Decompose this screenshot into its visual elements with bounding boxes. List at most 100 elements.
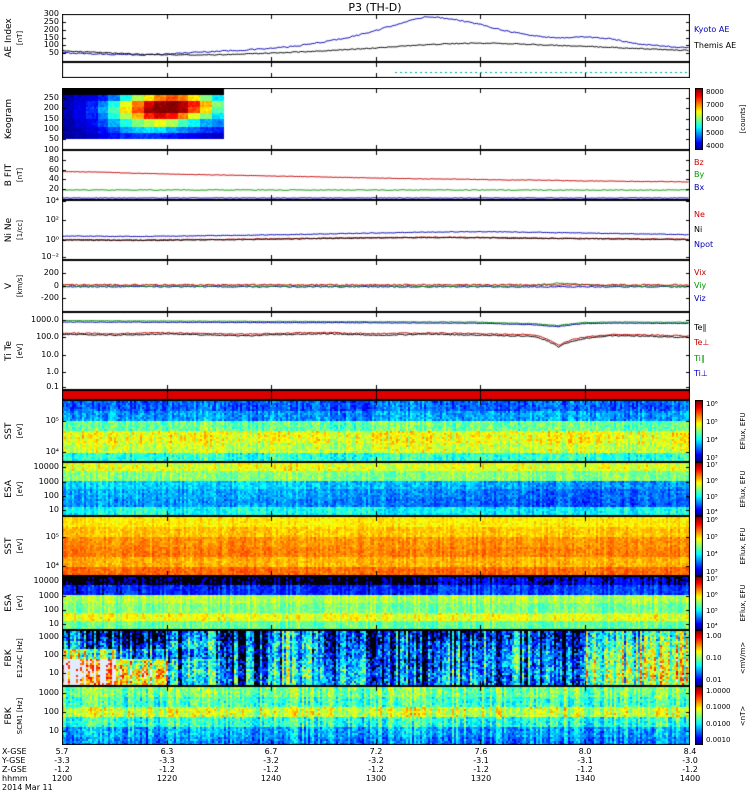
fbk-e12ac-ytick-label: 100	[43, 650, 59, 659]
axis-value: -1.2	[263, 765, 279, 774]
fbk-scm1-colorbar-tick: 0.0100	[706, 720, 731, 728]
esa-electrons-ytick-label: 1000	[38, 591, 59, 600]
fbk-scm1-colorbar	[695, 686, 703, 745]
panel-keogram: Keogram 250 200 150 100 50 8000 7000 6000 5000 400…	[0, 88, 750, 150]
fbk-scm1-ytick-label: 100	[43, 707, 59, 716]
ae-index-ytick-label: 300	[43, 9, 59, 18]
page-title: P3 (TH-D)	[348, 1, 402, 14]
velocity-ytick-label: 200	[43, 268, 59, 277]
temperature-trace-label: Te⊥	[694, 338, 710, 347]
temperature-axis-label: Ti Te	[4, 340, 14, 362]
esa-electrons-plot-canvas	[62, 576, 690, 630]
fbk-scm1-colorbar-tick: 1.0000	[706, 687, 731, 695]
fbk-scm1-colorbar-tick: 0.1000	[706, 703, 731, 711]
axis-value: 7.6	[474, 747, 488, 756]
axis-value: 8.4	[683, 747, 697, 756]
axis-value: 1200	[51, 774, 73, 783]
sst-electrons-axis-unit: [eV]	[16, 538, 24, 554]
axis-value: -1.2	[54, 765, 70, 774]
density-ytick-label: 10⁰	[45, 235, 59, 244]
sst-electrons-colorbar	[695, 516, 703, 576]
fbk-scm1-ytick-label: 10	[48, 726, 59, 735]
keogram-colorbar	[695, 88, 703, 150]
panel-velocity: V [km/s] 200 0 -200 Vix Viy Viz	[0, 260, 750, 312]
keogram-colorbar-tick: 4000	[706, 142, 724, 150]
b-fit-axis-unit: [nT]	[16, 167, 24, 183]
keogram-colorbar-tick: 7000	[706, 101, 724, 109]
esa-ions-colorbar-tick: 10⁴	[706, 508, 718, 516]
ae-index-trace-label: Kyoto AE	[694, 25, 730, 34]
esa-electrons-ytick-label: 10000	[33, 576, 59, 585]
esa-electrons-colorbar-unit: EFlux, EFU	[739, 584, 747, 622]
axis-value: 6.3	[160, 747, 174, 756]
fbk-scm1-colorbar-unit: <nT>	[739, 705, 747, 726]
fbk-e12ac-ytick-label: 1000	[38, 632, 59, 641]
fbk-e12ac-colorbar-tick: 0.01	[706, 676, 722, 684]
fbk-e12ac-axis-label: FBK	[4, 649, 14, 667]
density-ytick-label: 10⁻²	[41, 252, 59, 261]
density-trace-label: Ne	[694, 210, 705, 219]
sst-ions-colorbar-tick: 10⁶	[706, 400, 718, 408]
b-fit-ytick-label: 80	[48, 155, 59, 164]
fbk-scm1-ytick-label: 1000	[38, 688, 59, 697]
date-label: 2014 Mar 11	[2, 783, 53, 792]
sst-ions-ytick-label: 10⁴	[45, 447, 59, 456]
sst-electrons-colorbar-tick: 10⁵	[706, 533, 718, 541]
panel-density: Ni Ne [1/cc] 10⁴ 10² 10⁰ 10⁻² Ne Ni Npot	[0, 197, 750, 261]
esa-ions-colorbar	[695, 462, 703, 516]
axis-value: -3.1	[577, 756, 593, 765]
sst-electrons-colorbar-unit: EFlux, EFU	[739, 527, 747, 565]
sst-ions-colorbar-tick: 10⁵	[706, 418, 718, 426]
axis-value: -3.2	[263, 756, 279, 765]
axis-value: 1320	[470, 774, 492, 783]
axis-row-label-z-gse: Z-GSE	[2, 765, 27, 774]
velocity-plot-canvas	[62, 260, 690, 312]
ae-index-ytick-label: 250	[43, 17, 59, 26]
sst-ions-axis-label: SST	[4, 422, 14, 440]
velocity-ytick-label: -200	[40, 293, 59, 302]
sst-electrons-plot-canvas	[62, 516, 690, 576]
fbk-scm1-axis-unit: SCM1 [Hz]	[16, 697, 24, 734]
keogram-plot-canvas	[62, 88, 690, 150]
panel-fbk-e12ac: FBK E12AC [Hz] 1000 100 10 1.00 0.10 0.01 <mV/m>	[0, 630, 750, 686]
esa-ions-ytick-label: 10	[48, 505, 59, 514]
quality-bar-plot-canvas	[62, 390, 690, 400]
esa-electrons-colorbar-tick: 10⁷	[706, 575, 718, 583]
sst-electrons-ytick-label: 10⁴	[45, 561, 59, 570]
velocity-axis-label: V	[4, 282, 14, 290]
esa-ions-colorbar-tick: 10⁶	[706, 477, 718, 485]
panel-ae-index: AE Index [nT] 300 250 200 150 100 50 Kyoto AE The…	[0, 10, 750, 62]
panel-esa-electrons: ESA [eV] 10000 1000 100 10 10⁷ 10⁶ 10⁵ 10⁴ EFlux, …	[0, 576, 750, 630]
esa-ions-ytick-label: 100	[43, 491, 59, 500]
b-fit-plot-canvas	[62, 150, 690, 200]
fbk-e12ac-colorbar	[695, 630, 703, 686]
density-ytick-label: 10²	[45, 215, 59, 224]
axis-value: -3.2	[368, 756, 384, 765]
axis-value: 1300	[365, 774, 387, 783]
fbk-e12ac-ytick-label: 10	[48, 668, 59, 677]
ae-index-trace-label: Themis AE	[694, 41, 737, 50]
esa-ions-colorbar-tick: 10⁵	[706, 493, 718, 501]
temperature-ytick-label: 1000.0	[31, 315, 59, 324]
axis-value: 6.7	[264, 747, 278, 756]
temperature-trace-label: Te∥	[694, 323, 707, 332]
fbk-e12ac-colorbar-tick: 1.00	[706, 632, 722, 640]
axis-value: -1.2	[159, 765, 175, 774]
axis-value: 1400	[679, 774, 701, 783]
sst-electrons-ytick-label: 10⁵	[45, 532, 59, 541]
axis-value: -3.3	[54, 756, 70, 765]
ae-index-ytick-label: 200	[43, 25, 59, 34]
panel-b-fit: B FIT [nT] 100 80 60 40 20 Bz By Bx	[0, 146, 750, 200]
esa-ions-plot-canvas	[62, 462, 690, 516]
b-fit-ytick-label: 40	[48, 174, 59, 183]
esa-ions-axis-unit: [eV]	[16, 481, 24, 497]
b-fit-trace-label: Bx	[694, 183, 705, 192]
esa-electrons-axis-label: ESA	[4, 594, 14, 612]
keogram-ytick-label: 100	[43, 124, 59, 133]
keogram-ytick-label: 150	[43, 114, 59, 123]
axis-value: -1.2	[473, 765, 489, 774]
keogram-ytick-label: 50	[48, 134, 59, 143]
sst-electrons-colorbar-tick: 10⁶	[706, 516, 718, 524]
esa-ions-ytick-label: 10000	[33, 462, 59, 471]
velocity-ytick-label: 0	[53, 281, 59, 290]
